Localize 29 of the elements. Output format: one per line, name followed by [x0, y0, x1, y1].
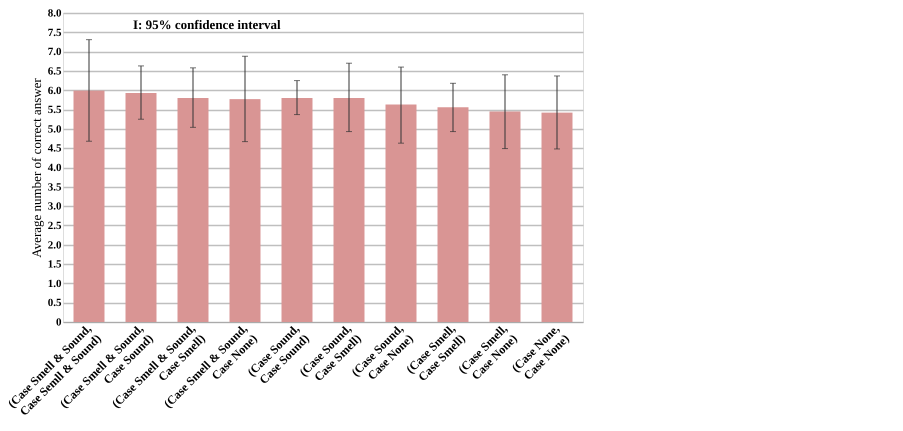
y-tick-label: 7.5: [48, 26, 62, 39]
y-tick-label: 6.0: [48, 84, 62, 97]
y-tick-label: 4.0: [48, 162, 62, 174]
bar: [126, 92, 156, 322]
y-tick-label: 0.5: [48, 297, 62, 310]
bar: [74, 90, 104, 322]
y-tick-label: 5.0: [48, 123, 62, 136]
y-tick-label: 7.0: [48, 46, 62, 58]
bar: [178, 98, 208, 322]
bar: [490, 111, 520, 322]
bar: [282, 98, 312, 322]
y-tick-label: 2.5: [48, 220, 62, 232]
bar: [334, 98, 364, 322]
bar: [438, 107, 468, 322]
y-tick-label: 4.5: [48, 142, 62, 155]
y-tick-label: 2.0: [48, 239, 62, 252]
y-tick-label: 3.5: [48, 181, 62, 194]
bar: [230, 99, 260, 322]
y-tick-label: 1.0: [48, 278, 62, 290]
y-tick-label: 0: [56, 316, 62, 328]
y-tick-label: 5.5: [48, 104, 62, 116]
y-axis-title: Average number of correct answer: [28, 78, 44, 258]
y-tick-label: 1.5: [48, 258, 62, 271]
y-tick-label: 3.0: [48, 200, 62, 213]
y-tick-label: 6.5: [48, 65, 62, 78]
y-tick-label: 8.0: [48, 8, 62, 20]
bar: [386, 104, 416, 322]
bar: [542, 112, 572, 322]
annotation: I: 95% confidence interval: [133, 17, 282, 32]
